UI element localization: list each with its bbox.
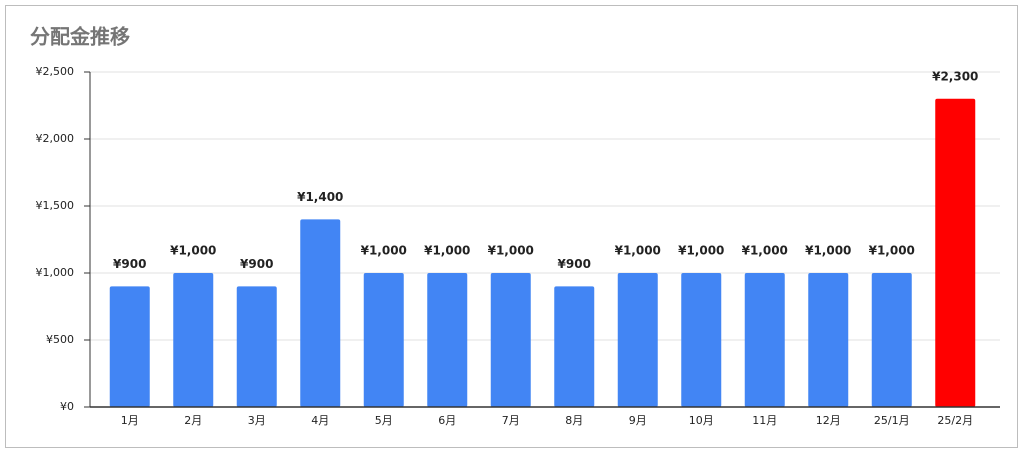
- bar: [681, 273, 722, 407]
- value-label: ¥1,000: [742, 244, 788, 258]
- bar: [173, 273, 214, 407]
- value-label: ¥900: [558, 257, 591, 271]
- x-tick-label: 3月: [248, 414, 266, 427]
- value-label: ¥2,300: [932, 69, 978, 83]
- value-label: ¥1,000: [170, 244, 216, 258]
- value-label: ¥1,400: [297, 190, 343, 204]
- value-label: ¥1,000: [424, 244, 470, 258]
- x-tick-label: 5月: [375, 414, 393, 427]
- x-tick-label: 8月: [565, 414, 583, 427]
- bar: [744, 273, 785, 407]
- x-tick-label: 7月: [502, 414, 520, 427]
- x-tick-label: 1月: [121, 414, 139, 427]
- bar: [808, 273, 849, 407]
- value-label: ¥1,000: [488, 244, 534, 258]
- bar: [300, 219, 341, 407]
- bar: [427, 273, 468, 407]
- chart-title: 分配金推移: [30, 25, 130, 49]
- bar: [617, 273, 658, 407]
- x-tick-label: 9月: [629, 414, 647, 427]
- x-tick-label: 11月: [752, 414, 777, 427]
- x-tick-label: 4月: [311, 414, 329, 427]
- y-tick-label: ¥1,500: [36, 199, 75, 212]
- bar: [109, 286, 150, 407]
- x-tick-label: 10月: [689, 414, 714, 427]
- bar: [363, 273, 404, 407]
- y-tick-label: ¥2,000: [36, 132, 75, 145]
- value-label: ¥1,000: [615, 244, 661, 258]
- x-tick-label: 6月: [438, 414, 456, 427]
- value-label: ¥1,000: [678, 244, 724, 258]
- x-tick-label: 25/2月: [937, 414, 973, 427]
- bar: [935, 98, 976, 408]
- bar: [236, 286, 277, 407]
- chart-frame: [5, 5, 1018, 448]
- x-tick-label: 12月: [816, 414, 841, 427]
- bar: [554, 286, 595, 407]
- y-tick-label: ¥1,000: [36, 266, 75, 279]
- value-label: ¥900: [240, 257, 273, 271]
- value-label: ¥1,000: [869, 244, 915, 258]
- bar: [490, 273, 531, 407]
- x-tick-label: 2月: [184, 414, 202, 427]
- y-tick-label: ¥0: [60, 400, 74, 413]
- value-label: ¥1,000: [805, 244, 851, 258]
- y-tick-label: ¥500: [46, 333, 74, 346]
- bar: [871, 273, 912, 407]
- value-label: ¥1,000: [361, 244, 407, 258]
- y-tick-label: ¥2,500: [36, 65, 75, 78]
- value-label: ¥900: [113, 257, 146, 271]
- x-tick-label: 25/1月: [874, 414, 910, 427]
